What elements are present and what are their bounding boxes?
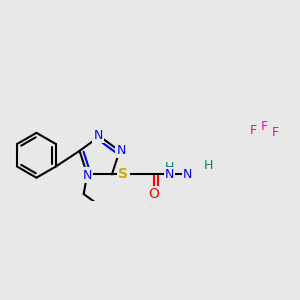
Text: H: H bbox=[165, 161, 174, 174]
Text: F: F bbox=[261, 120, 268, 133]
Text: N: N bbox=[94, 129, 103, 142]
Text: F: F bbox=[250, 124, 256, 137]
Text: N: N bbox=[165, 168, 174, 181]
Text: H: H bbox=[204, 160, 213, 172]
Text: S: S bbox=[118, 167, 128, 182]
Text: F: F bbox=[271, 126, 278, 139]
Text: N: N bbox=[82, 169, 92, 182]
Text: N: N bbox=[116, 144, 126, 157]
Text: O: O bbox=[148, 187, 160, 201]
Text: N: N bbox=[183, 168, 192, 181]
